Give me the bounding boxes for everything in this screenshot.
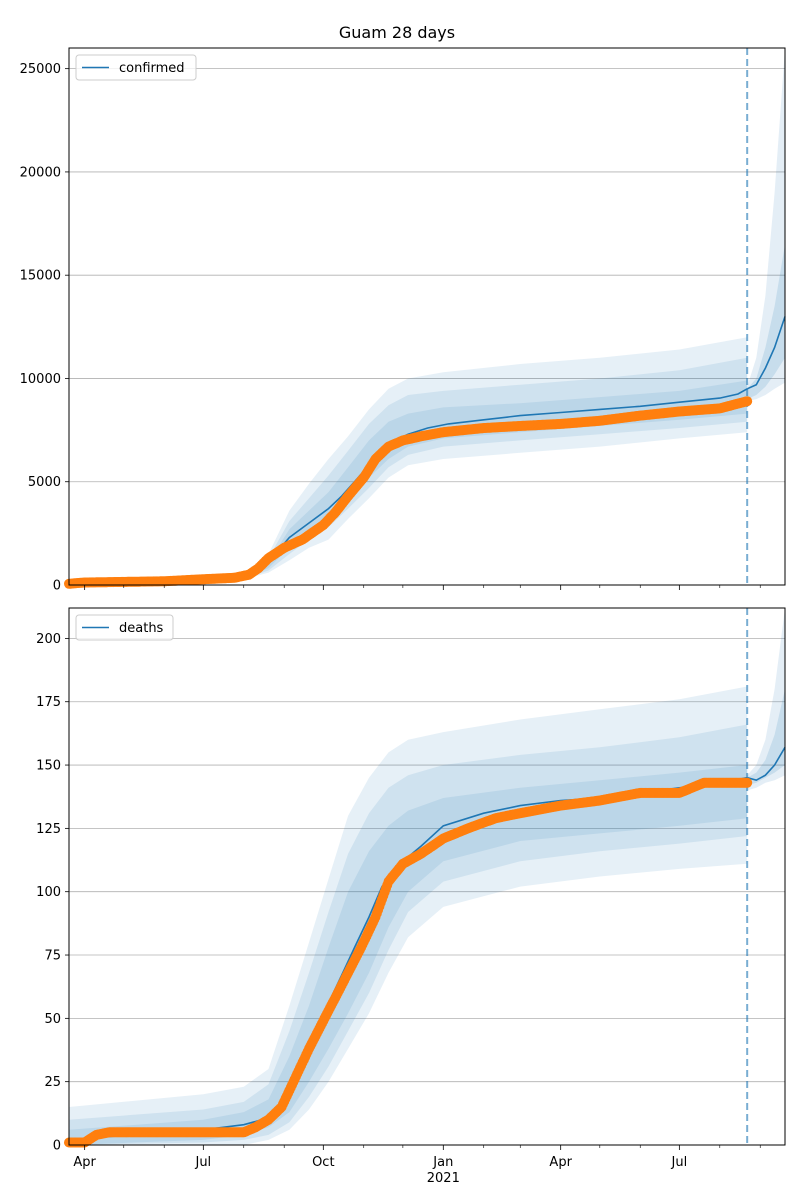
y-tick-label: 25000 — [20, 62, 61, 77]
legend-box — [75, 54, 197, 81]
x-tick-label: Oct — [312, 1155, 334, 1170]
uncertainty-band-forecast-outer — [747, 608, 785, 791]
uncertainty-band-forecast-inner — [747, 244, 785, 400]
x-tick-sublabel: 2021 — [427, 1171, 460, 1186]
axes-frame — [68, 47, 786, 586]
observed-point — [742, 777, 753, 788]
y-tick-label: 20000 — [20, 165, 61, 180]
legend: confirmed — [75, 54, 197, 81]
y-tick-label: 75 — [44, 949, 61, 964]
y-tick-label: 0 — [53, 1139, 61, 1154]
legend-label: confirmed — [119, 61, 185, 76]
legend-label: deaths — [119, 621, 164, 636]
forecast-line — [746, 316, 786, 390]
x-tick-label: Jul — [671, 1155, 688, 1170]
y-tick-label: 125 — [36, 822, 61, 837]
uncertainty-band-inner — [69, 765, 748, 1145]
uncertainty-band-forecast-inner — [747, 689, 785, 786]
y-tick-label: 150 — [36, 759, 61, 774]
y-tick-label: 10000 — [20, 372, 61, 387]
axes-frame — [68, 607, 786, 1146]
y-tick-label: 0 — [53, 579, 61, 594]
y-tick-label: 25 — [44, 1075, 61, 1090]
legend-box — [75, 614, 174, 641]
y-tick-label: 100 — [36, 885, 61, 900]
x-tick-label: Jul — [194, 1155, 211, 1170]
x-tick-label: Jan — [432, 1155, 453, 1170]
y-tick-label: 5000 — [28, 475, 61, 490]
y-tick-label: 175 — [36, 695, 61, 710]
uncertainty-band-outer — [249, 337, 748, 578]
y-tick-label: 15000 — [20, 269, 61, 284]
x-tick-label: Apr — [73, 1155, 96, 1170]
y-tick-label: 50 — [44, 1012, 61, 1027]
uncertainty-band-forecast-outer — [747, 48, 785, 402]
uncertainty-band-middle — [249, 357, 748, 578]
x-tick-label: Apr — [549, 1155, 572, 1170]
uncertainty-band-middle — [69, 724, 748, 1145]
forecast-line — [746, 746, 786, 782]
observed-point — [742, 396, 753, 407]
y-tick-label: 200 — [36, 632, 61, 647]
legend: deaths — [75, 614, 174, 641]
chart-title: Guam 28 days — [339, 23, 455, 42]
confirmed-panel: 0 5000 10000 15000 20000 25000 confirmed — [20, 47, 786, 594]
